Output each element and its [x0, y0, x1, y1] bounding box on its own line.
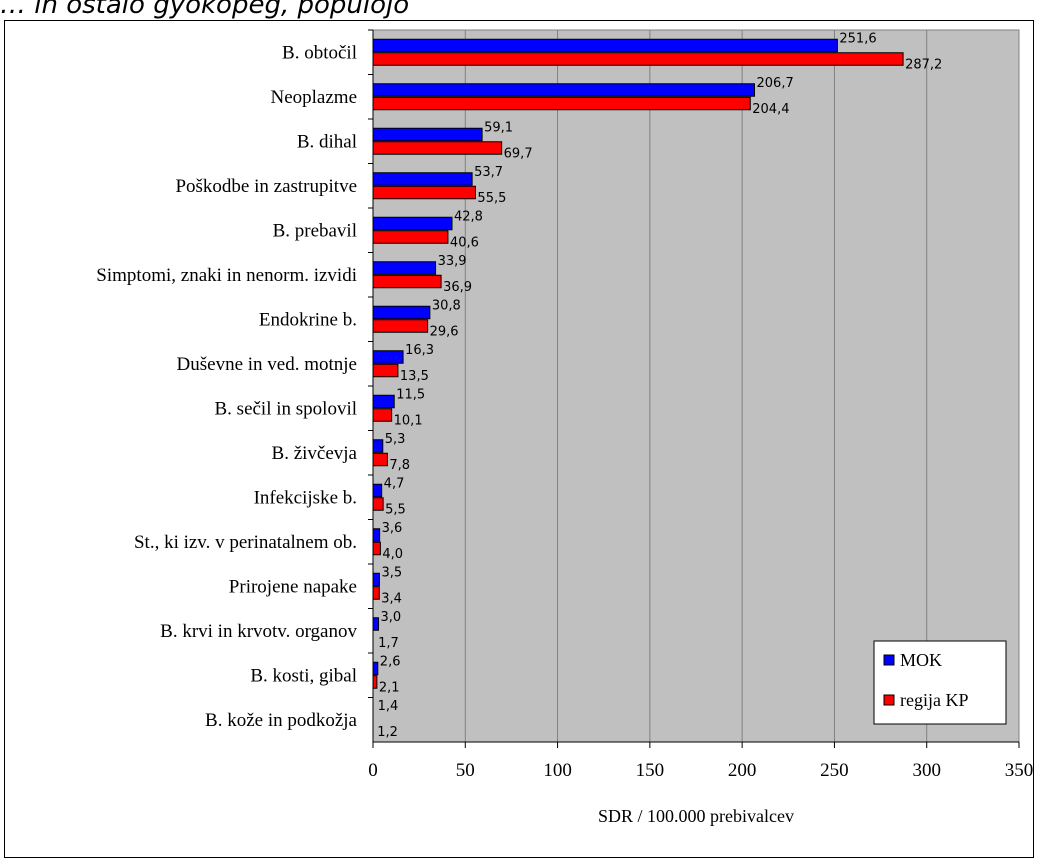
- data-label: 11,5: [396, 387, 425, 402]
- category-label: B. sečil in spolovil: [215, 398, 358, 419]
- bar-regija-kp: [372, 141, 503, 155]
- data-label: 1,2: [377, 725, 398, 740]
- category-label: B. kože in podkožja: [205, 710, 358, 731]
- data-label: 10,1: [394, 413, 423, 428]
- data-label: 3,4: [381, 591, 402, 606]
- x-axis-title: SDR / 100.000 prebivalcev: [598, 806, 794, 826]
- legend-label-mok: MOK: [900, 650, 942, 670]
- bar-mok: [372, 661, 379, 676]
- category-label: B. krvi in krvotv. organov: [160, 621, 357, 642]
- bar-regija-kp: [372, 52, 904, 66]
- data-label: 206,7: [757, 76, 794, 91]
- bar-mok: [372, 350, 404, 364]
- data-label: 287,2: [905, 57, 942, 72]
- data-label: 3,6: [382, 521, 403, 536]
- data-label: 13,5: [400, 369, 429, 384]
- top-caption: … in ostalo gyokopeg, populojo: [0, 0, 410, 20]
- bar-regija-kp: [372, 96, 751, 111]
- bar-regija-kp: [372, 452, 388, 467]
- data-label: 55,5: [477, 191, 506, 206]
- labels: 0 50 100 150 200 250 300 350 B. obtočil 251,6 287,…: [96, 31, 1033, 826]
- bar-mok: [372, 261, 437, 275]
- x-tick-label: 350: [1005, 760, 1034, 781]
- bar-regija-kp: [372, 185, 476, 200]
- category-label: B. obtočil: [282, 42, 357, 63]
- data-label: 5,3: [385, 432, 406, 447]
- legend-swatch-regija-kp: [883, 694, 895, 706]
- bar-mok: [372, 572, 380, 587]
- bar-mok: [372, 439, 384, 453]
- legend-label-regija-kp: regija KP: [900, 690, 968, 710]
- data-label: 36,9: [443, 280, 472, 295]
- bar-mok: [372, 216, 453, 231]
- category-label: Duševne in ved. motnje: [177, 354, 357, 375]
- x-tick-label: 50: [456, 760, 475, 781]
- x-tick-label: 150: [636, 760, 665, 781]
- category-label: B. živčevja: [272, 443, 358, 464]
- bar-mok: [372, 528, 381, 542]
- data-label: 4,0: [382, 547, 403, 562]
- x-tick-label: 300: [912, 760, 941, 781]
- bar-mok: [372, 38, 838, 53]
- data-label: 7,8: [389, 458, 410, 473]
- bar-mok: [372, 617, 380, 631]
- bar-regija-kp: [372, 363, 399, 378]
- bar-regija-kp: [372, 541, 381, 556]
- legend: MOK regija KP: [873, 640, 1007, 725]
- x-tick-label: 250: [820, 760, 849, 781]
- bar-regija-kp: [372, 274, 442, 289]
- data-label: 204,4: [752, 102, 789, 117]
- x-tick-label: 200: [728, 760, 757, 781]
- category-label: Endokrine b.: [259, 309, 357, 330]
- category-label: Infekcijske b.: [254, 487, 357, 508]
- category-label: B. prebavil: [273, 220, 357, 241]
- legend-box: [873, 640, 1007, 725]
- bars: [372, 38, 904, 689]
- bar-mok: [372, 483, 383, 498]
- data-label: 16,3: [405, 343, 434, 358]
- data-label: 2,1: [379, 680, 400, 695]
- bar-regija-kp: [372, 586, 380, 600]
- bar-regija-kp: [372, 675, 378, 689]
- bar-regija-kp: [372, 408, 393, 422]
- category-label: Simptomi, znaki in nenorm. izvidi: [96, 265, 357, 286]
- data-label: 3,0: [381, 610, 402, 625]
- data-label: 33,9: [438, 254, 467, 269]
- data-label: 30,8: [432, 298, 461, 313]
- category-label: Poškodbe in zastrupitve: [175, 176, 357, 197]
- x-tick-label: 100: [543, 760, 572, 781]
- bar-mok: [372, 394, 395, 409]
- category-label: Prirojene napake: [229, 576, 357, 597]
- data-label: 1,4: [378, 699, 399, 714]
- x-tick-label: 0: [368, 760, 378, 781]
- data-label: 29,6: [430, 324, 459, 339]
- data-label: 3,5: [381, 565, 402, 580]
- legend-swatch-mok: [883, 654, 895, 666]
- data-label: 2,6: [380, 654, 401, 669]
- data-label: 40,6: [450, 235, 479, 250]
- bar-mok: [372, 83, 756, 97]
- data-label: 4,7: [384, 476, 405, 491]
- category-label: B. kosti, gibal: [250, 665, 357, 686]
- bar-regija-kp: [372, 497, 384, 511]
- data-label: 42,8: [454, 209, 483, 224]
- bar-mok: [372, 172, 473, 186]
- data-label: 69,7: [504, 146, 533, 161]
- data-label: 5,5: [385, 502, 406, 517]
- data-label: 59,1: [484, 120, 513, 135]
- category-label: St., ki izv. v perinatalnem ob.: [134, 532, 357, 553]
- bar-regija-kp: [372, 230, 449, 244]
- category-label: B. dihal: [297, 131, 357, 152]
- category-label: Neoplazme: [270, 87, 357, 108]
- data-label: 1,7: [378, 636, 399, 651]
- bar-mok: [372, 305, 431, 320]
- bar-regija-kp: [372, 319, 429, 333]
- data-label: 53,7: [474, 165, 503, 180]
- bar-mok: [372, 127, 483, 142]
- data-label: 251,6: [839, 31, 876, 46]
